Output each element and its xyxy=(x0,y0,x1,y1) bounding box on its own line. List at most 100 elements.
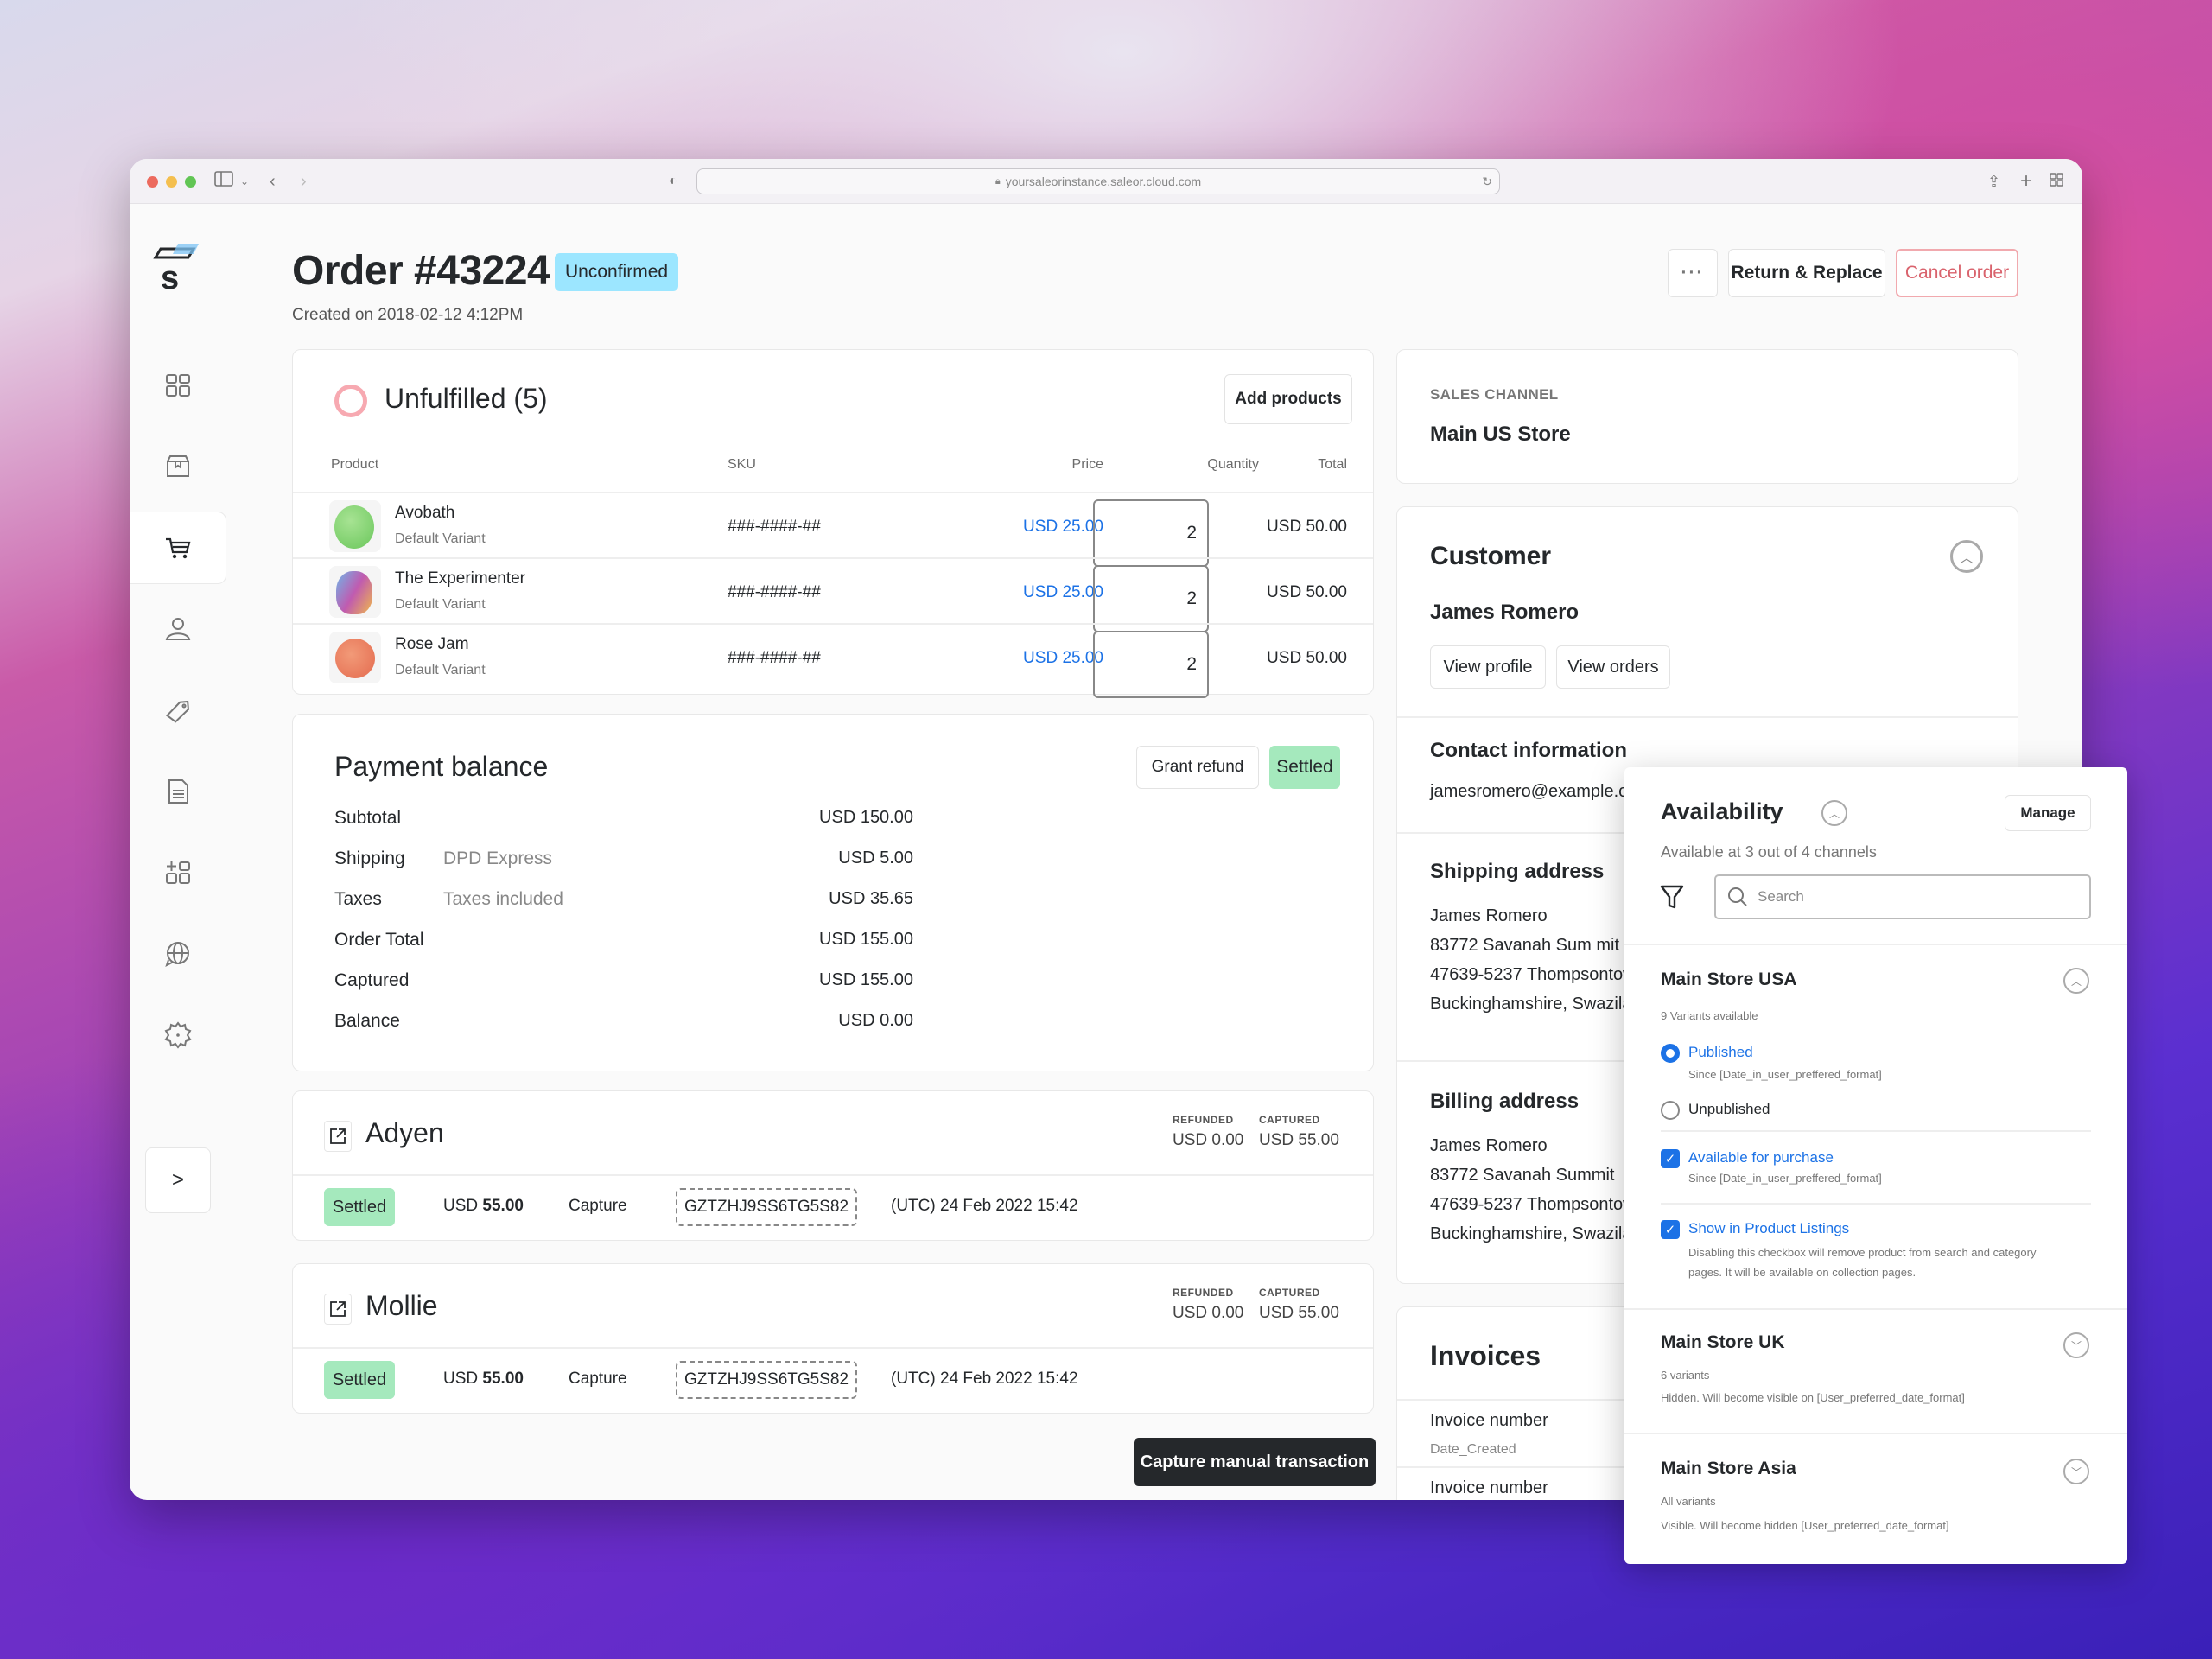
manage-button[interactable]: Manage xyxy=(2005,795,2091,831)
refunded-label: REFUNDED xyxy=(1173,1287,1234,1299)
sidebar-item-products[interactable] xyxy=(130,430,226,503)
event-amount-value: 55.00 xyxy=(482,1197,524,1215)
reload-icon[interactable]: ↻ xyxy=(1482,174,1492,188)
product-price[interactable]: USD 25.00 xyxy=(1023,649,1103,667)
quantity-input[interactable]: 2 xyxy=(1093,631,1209,698)
expand-sidebar-button[interactable]: > xyxy=(145,1147,211,1213)
shipping-label: Shipping xyxy=(334,849,405,868)
more-actions-button[interactable]: ··· xyxy=(1668,249,1718,297)
show-in-listings-help: Disabling this checkbox will remove prod… xyxy=(1688,1246,2037,1279)
psp-reference[interactable]: GZTZHJ9SS6TG5S82 xyxy=(676,1361,857,1399)
cancel-order-button[interactable]: Cancel order xyxy=(1896,249,2018,297)
unpublished-radio[interactable] xyxy=(1661,1101,1680,1120)
product-name[interactable]: The Experimenter xyxy=(395,569,526,588)
payment-balance-title: Payment balance xyxy=(334,751,549,782)
sidebar-item-discounts[interactable] xyxy=(130,674,226,747)
product-name[interactable]: Rose Jam xyxy=(395,635,469,653)
sidebar-item-home[interactable] xyxy=(130,349,226,422)
divider xyxy=(1661,1130,2091,1132)
sidebar-item-pages[interactable] xyxy=(130,755,226,828)
customer-name: James Romero xyxy=(1430,601,1580,624)
saleor-logo[interactable]: s xyxy=(149,240,200,296)
sidebar-item-customers[interactable] xyxy=(130,593,226,665)
divider xyxy=(1624,944,2127,945)
product-price[interactable]: USD 25.00 xyxy=(1023,518,1103,536)
refunded-amount: USD 0.00 xyxy=(1173,1304,1244,1322)
published-radio[interactable] xyxy=(1661,1044,1680,1063)
unpublished-label[interactable]: Unpublished xyxy=(1688,1101,1770,1117)
taxes-note: Taxes included xyxy=(443,889,563,909)
maximize-window-button[interactable] xyxy=(185,176,196,188)
refunded-amount: USD 0.00 xyxy=(1173,1131,1244,1149)
customer-email[interactable]: jamesromero@example.com xyxy=(1430,782,1651,801)
chevron-up-icon[interactable]: ︿ xyxy=(2063,968,2089,994)
taxes-label: Taxes xyxy=(334,889,382,909)
add-products-button[interactable]: Add products xyxy=(1224,374,1352,424)
customer-title: Customer xyxy=(1430,542,1552,570)
grant-refund-button[interactable]: Grant refund xyxy=(1136,746,1259,789)
chevron-down-icon[interactable]: ⌄ xyxy=(240,175,250,188)
product-price[interactable]: USD 25.00 xyxy=(1023,583,1103,601)
table-row[interactable]: The Experimenter Default Variant ###-###… xyxy=(293,557,1373,632)
channel-variants: 9 Variants available xyxy=(1661,1009,1758,1022)
product-name[interactable]: Avobath xyxy=(395,504,455,522)
shipping-line: Buckinghamshire, Swaziland xyxy=(1430,995,1651,1014)
available-for-purchase-label[interactable]: Available for purchase xyxy=(1688,1149,1834,1166)
cart-icon xyxy=(165,537,190,559)
channel-search-input[interactable]: Search xyxy=(1714,874,2091,919)
subtotal-value: USD 150.00 xyxy=(819,808,913,827)
chevron-up-icon[interactable]: ︿ xyxy=(1821,800,1847,826)
chevron-down-icon[interactable]: ﹀ xyxy=(2063,1459,2089,1484)
browser-titlebar: ⌄ ‹ › ◐ 🔒︎ yoursaleorinstance.saleor.clo… xyxy=(130,159,2082,204)
billing-line: 47639-5237 Thompsontown xyxy=(1430,1195,1645,1214)
order-total-label: Order Total xyxy=(334,930,424,950)
event-type: Capture xyxy=(569,1370,627,1388)
column-header-sku: SKU xyxy=(728,457,756,472)
invoice-number[interactable]: Invoice number xyxy=(1430,1411,1548,1430)
invoice-number[interactable]: Invoice number xyxy=(1430,1478,1548,1497)
sidebar-item-translations[interactable] xyxy=(130,918,226,990)
order-total-value: USD 155.00 xyxy=(819,930,913,949)
transaction-provider: Adyen xyxy=(365,1117,444,1148)
available-for-purchase-checkbox[interactable]: ✓ xyxy=(1661,1149,1680,1168)
show-in-listings-checkbox[interactable]: ✓ xyxy=(1661,1220,1680,1239)
sidebar-item-apps[interactable] xyxy=(130,836,226,909)
sidebar-toggle-icon[interactable] xyxy=(214,169,233,194)
shield-icon[interactable]: ◐ xyxy=(669,174,677,188)
view-profile-button[interactable]: View profile xyxy=(1430,645,1546,689)
tab-overview-icon[interactable] xyxy=(2050,169,2063,194)
minimize-window-button[interactable] xyxy=(166,176,177,188)
filter-icon[interactable] xyxy=(1659,883,1685,915)
chevron-up-icon[interactable]: ︿ xyxy=(1950,540,1983,573)
capture-manual-transaction-button[interactable]: Capture manual transaction xyxy=(1134,1438,1376,1486)
close-window-button[interactable] xyxy=(147,176,158,188)
billing-line: James Romero xyxy=(1430,1136,1548,1155)
divider xyxy=(1624,1433,2127,1434)
sidebar-item-orders[interactable] xyxy=(130,512,226,584)
return-replace-button[interactable]: Return & Replace xyxy=(1728,249,1885,297)
psp-reference[interactable]: GZTZHJ9SS6TG5S82 xyxy=(676,1188,857,1226)
event-date: (UTC) 24 Feb 2022 15:42 xyxy=(891,1197,1078,1215)
table-row[interactable]: Avobath Default Variant ###-####-## USD … xyxy=(293,492,1373,567)
divider xyxy=(1661,1203,2091,1205)
share-icon[interactable]: ⇪ xyxy=(1987,173,2001,190)
column-header-product: Product xyxy=(331,457,379,472)
external-link-icon[interactable] xyxy=(324,1121,352,1152)
grid-icon xyxy=(166,374,190,397)
table-row[interactable]: Rose Jam Default Variant ###-####-## USD… xyxy=(293,623,1373,698)
new-tab-icon[interactable]: + xyxy=(2020,169,2033,193)
view-orders-button[interactable]: View orders xyxy=(1556,645,1670,689)
shipping-address-title: Shipping address xyxy=(1430,860,1605,883)
external-link-icon[interactable] xyxy=(324,1294,352,1325)
published-label[interactable]: Published xyxy=(1688,1044,1753,1060)
invoice-date: Date_Created xyxy=(1430,1442,1516,1457)
channel-name: Main Store USA xyxy=(1661,969,1797,989)
back-icon[interactable]: ‹ xyxy=(270,172,276,191)
address-bar[interactable]: 🔒︎ yoursaleorinstance.saleor.cloud.com ↻ xyxy=(696,168,1500,194)
billing-line: 83772 Savanah Summit xyxy=(1430,1166,1615,1185)
forward-icon[interactable]: › xyxy=(301,172,307,191)
sidebar-item-configuration[interactable] xyxy=(130,999,226,1071)
show-in-listings-label[interactable]: Show in Product Listings xyxy=(1688,1220,1850,1236)
chevron-down-icon[interactable]: ﹀ xyxy=(2063,1332,2089,1358)
event-date: (UTC) 24 Feb 2022 15:42 xyxy=(891,1370,1078,1388)
